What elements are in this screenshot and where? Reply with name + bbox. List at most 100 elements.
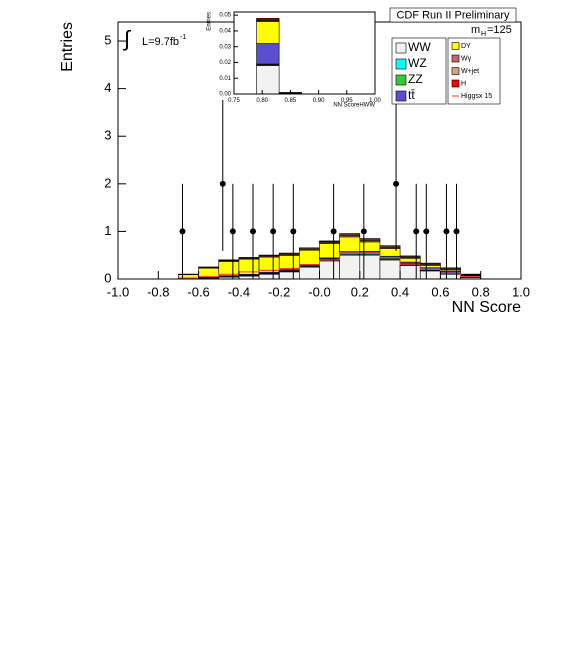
legend-swatch <box>451 42 460 50</box>
stack-segment <box>319 260 340 280</box>
legend-swatch <box>395 90 407 102</box>
lumi-text: L=9.7fb <box>142 36 179 48</box>
stack-segment <box>256 43 280 65</box>
y-tick-label: 3 <box>104 128 111 143</box>
mass-label: m <box>471 24 480 36</box>
x-tick-label: -0.0 <box>308 285 330 300</box>
data-point <box>360 228 367 235</box>
stack-segment <box>319 240 340 242</box>
inset-background <box>234 12 375 94</box>
y-tick-label: 1 <box>104 223 111 238</box>
stack-segment <box>256 65 280 95</box>
data-point <box>413 228 420 235</box>
stack-segment <box>399 257 421 263</box>
x-tick-label: -0.8 <box>147 285 169 300</box>
data-point <box>229 228 236 235</box>
lumi-sup: -1 <box>180 34 186 41</box>
x-tick-label: 0.80 <box>256 98 268 104</box>
stack-segment <box>419 270 441 280</box>
x-tick-label: 0.85 <box>285 98 297 104</box>
y-tick-label: 2 <box>104 175 111 190</box>
data-point <box>270 228 277 235</box>
stack-segment <box>299 249 320 265</box>
stack-segment <box>256 21 280 44</box>
stack-segment <box>339 254 361 280</box>
legend-label: H <box>461 80 466 87</box>
x-tick-label: 0.75 <box>228 98 240 104</box>
y-tick-label: 0.01 <box>219 76 231 82</box>
y-tick-label: 0 <box>104 270 111 285</box>
legend-label: ZZ <box>408 72 423 86</box>
legend-label: tt̄ <box>408 88 415 102</box>
stack-segment <box>319 243 340 259</box>
stack-segment <box>419 265 441 269</box>
legend-swatch <box>451 67 460 75</box>
stack-segment <box>379 245 401 247</box>
legend-swatch <box>451 79 460 88</box>
y-tick-label: 0.04 <box>219 29 231 35</box>
data-point <box>219 180 226 187</box>
x-tick-label: -0.2 <box>268 285 290 300</box>
stack-segment <box>379 248 401 257</box>
legend-label: Higgsx 15 <box>461 93 492 100</box>
stack-segment <box>198 267 220 278</box>
legend-swatch <box>451 54 460 63</box>
legend-label: Wγ <box>461 55 472 62</box>
y-tick-label: 0.03 <box>219 44 231 50</box>
y-tick-label: 0.02 <box>219 60 231 66</box>
stack-segment <box>379 259 401 280</box>
title-box <box>389 7 517 23</box>
chart-title: CDF Run II Preliminary <box>396 9 510 21</box>
data-point <box>179 228 186 235</box>
y-axis-label: Entries <box>59 22 76 72</box>
stack-segment <box>440 273 461 280</box>
mass-sub: H <box>481 31 486 38</box>
stack-segment <box>278 255 300 270</box>
x-tick-label: 1.0 <box>512 285 530 300</box>
x-tick-label: 0.8 <box>472 285 490 300</box>
legend-swatch <box>395 74 407 86</box>
stack-segment <box>339 233 361 235</box>
x-tick-label: 1.00 <box>369 98 381 104</box>
x-tick-label: 0.4 <box>391 285 409 300</box>
x-tick-label: -0.4 <box>228 285 250 300</box>
stack-segment <box>299 266 320 280</box>
inset-x-label: NN ScoreHWW <box>333 103 375 109</box>
data-point <box>423 228 430 235</box>
legend-swatch <box>395 42 407 54</box>
inset-y-label: Entries <box>207 12 213 31</box>
y-tick-label: 5 <box>104 32 111 47</box>
data-point <box>393 180 400 187</box>
x-tick-label: -0.6 <box>187 285 209 300</box>
x-tick-label: 0.6 <box>431 285 449 300</box>
stack-segment <box>399 265 421 280</box>
x-tick-label: -1.0 <box>107 285 129 300</box>
stack-segment <box>218 261 240 277</box>
mass-rest: =125 <box>487 24 512 36</box>
y-tick-label: 4 <box>104 80 111 95</box>
data-point <box>453 228 460 235</box>
data-point <box>330 228 337 235</box>
legend-label: WZ <box>408 56 427 70</box>
legend-label: WW <box>408 40 431 54</box>
data-point <box>290 228 297 235</box>
stack-segment <box>278 271 300 280</box>
y-tick-label: 0.05 <box>219 13 231 19</box>
legend-label: W+jet <box>461 68 479 75</box>
stack-segment <box>359 241 381 252</box>
stack-segment <box>339 236 361 252</box>
data-point <box>250 228 257 235</box>
stack-segment <box>258 273 280 280</box>
lumi-integral: ∫ <box>122 26 132 51</box>
stack-segment <box>256 18 280 21</box>
y-tick-label: 0.00 <box>219 92 231 98</box>
x-axis-label: NN Score <box>452 299 521 316</box>
legend-label: DY <box>461 43 471 50</box>
plot-frame <box>233 11 376 95</box>
x-tick-label: 0.95 <box>341 98 353 104</box>
x-tick-label: 0.2 <box>351 285 369 300</box>
legend-swatch <box>395 58 407 70</box>
data-point <box>443 228 450 235</box>
